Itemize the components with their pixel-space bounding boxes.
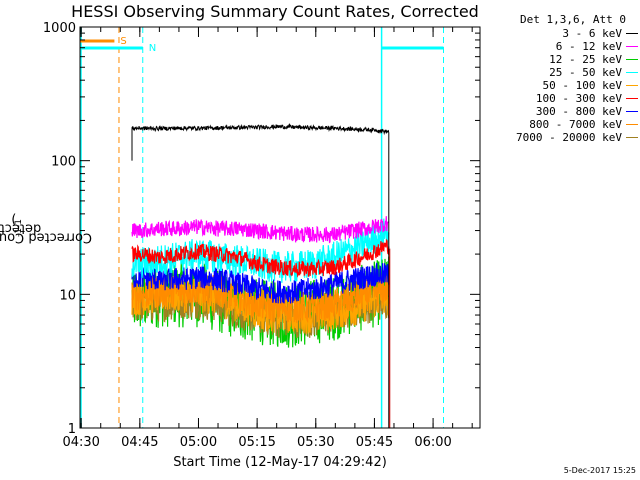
legend-swatch [626, 124, 638, 125]
legend-swatch [626, 98, 638, 99]
legend-title: Det 1,3,6, Att 0 [520, 13, 626, 26]
legend-label: 800 - 7000 keV [529, 118, 622, 131]
legend-swatch [626, 137, 638, 138]
n-marker-label: N [149, 43, 156, 54]
chart-title: HESSI Observing Summary Count Rates, Cor… [71, 2, 479, 21]
y-axis-label-mid: detector [0, 220, 42, 236]
y-tick-label: 100 [51, 155, 76, 170]
legend-swatch [626, 85, 638, 86]
legend-item: 50 - 100 keV [496, 79, 638, 92]
legend-item: 7000 - 20000 keV [496, 131, 638, 144]
x-tick-label: 05:15 [238, 435, 275, 450]
legend-item: 25 - 50 keV [496, 66, 638, 79]
x-tick-label: 04:45 [121, 435, 158, 450]
legend-label: 6 - 12 keV [555, 40, 622, 53]
legend-item: 300 - 800 keV [496, 105, 638, 118]
legend-item: 3 - 6 keV [496, 27, 638, 40]
legend-swatch [626, 33, 638, 34]
y-tick-label: 10 [59, 288, 76, 303]
x-tick-label: 06:00 [414, 435, 451, 450]
x-tick-label: 05:45 [356, 435, 393, 450]
series-line-1 [131, 216, 389, 244]
legend-label: 50 - 100 keV [542, 79, 622, 92]
legend-label: 25 - 50 keV [549, 66, 622, 79]
series-line-6 [131, 262, 390, 304]
legend: Det 1,3,6, Att 0 3 - 6 keV 6 - 12 keV 12 -… [496, 13, 638, 144]
y-axis-label-end: ) [11, 211, 17, 227]
series-line-4 [131, 275, 390, 334]
legend-label: 300 - 800 keV [535, 105, 622, 118]
x-tick-label: 05:00 [180, 435, 217, 450]
legend-item: 12 - 25 keV [496, 53, 638, 66]
legend-label: 100 - 300 keV [535, 92, 622, 105]
legend-label: 7000 - 20000 keV [516, 131, 622, 144]
legend-label: 12 - 25 keV [549, 53, 622, 66]
legend-swatch [626, 46, 638, 47]
x-tick-label: 05:30 [297, 435, 334, 450]
date-stamp: 5-Dec-2017 15:25 [563, 466, 636, 475]
s-marker-label: S [120, 36, 126, 47]
legend-swatch [626, 111, 638, 112]
legend-item: 800 - 7000 keV [496, 118, 638, 131]
y-tick-label: 1 [68, 422, 76, 437]
x-axis-label: Start Time (12-May-17 04:29:42) [173, 455, 387, 470]
legend-swatch [626, 59, 638, 60]
y-tick-label: 1000 [43, 21, 76, 36]
x-tick-label: 04:30 [62, 435, 99, 450]
plot-frame [79, 26, 481, 429]
series-line-0 [131, 123, 390, 428]
legend-label: 3 - 6 keV [562, 27, 622, 40]
legend-swatch [626, 72, 638, 73]
legend-item: 100 - 300 keV [496, 92, 638, 105]
series-line-5 [131, 238, 390, 278]
legend-item: 6 - 12 keV [496, 40, 638, 53]
